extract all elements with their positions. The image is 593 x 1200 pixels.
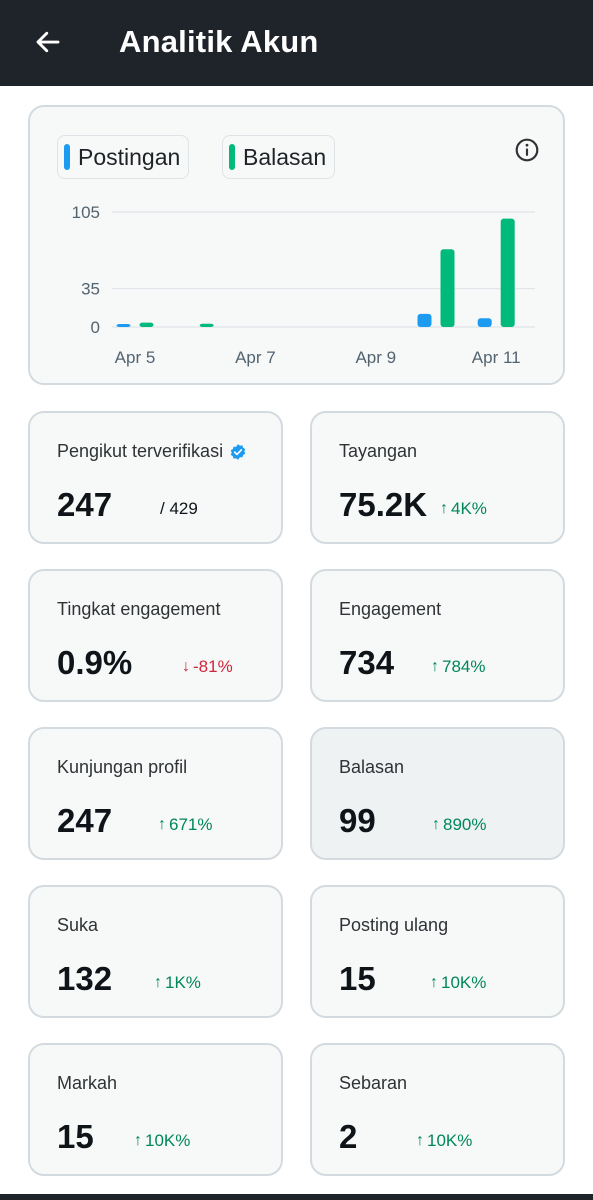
y-tick-label: 105 <box>72 203 100 222</box>
metric-label: Posting ulang <box>339 915 448 936</box>
arrow-up-icon: ↑ <box>431 658 439 675</box>
metric-card[interactable]: Tayangan 75.2K ↑ 4K% <box>310 411 565 544</box>
bar-balasan-apr-10[interactable] <box>440 249 455 327</box>
metric-change: ↑ 671% <box>158 815 212 835</box>
metric-change-text: -81% <box>193 657 233 676</box>
arrow-up-icon: ↑ <box>432 816 440 833</box>
arrow-left-icon <box>36 31 60 53</box>
metric-label: Engagement <box>339 599 441 620</box>
metric-total: / 429 <box>160 499 198 519</box>
metric-change: ↑ 10K% <box>416 1131 472 1151</box>
arrow-up-icon: ↑ <box>158 816 166 833</box>
bottom-edge <box>0 1194 593 1200</box>
metric-change-text: 671% <box>169 815 213 834</box>
legend-swatch <box>229 144 235 170</box>
y-tick-label: 35 <box>81 280 100 299</box>
page-title: Analitik Akun <box>119 24 319 59</box>
arrow-up-icon: ↑ <box>440 500 448 517</box>
metric-label: Sebaran <box>339 1073 407 1094</box>
y-tick-label: 0 <box>91 318 100 337</box>
bar-balasan-apr-5[interactable] <box>139 322 154 327</box>
metric-card[interactable]: Suka 132 ↑ 1K% <box>28 885 283 1018</box>
verified-badge-icon <box>230 443 246 460</box>
metric-value: 15 <box>57 1118 94 1155</box>
metric-label-text: Balasan <box>339 757 405 777</box>
bar-balasan-apr-6[interactable] <box>199 323 214 327</box>
arrow-up-icon: ↑ <box>430 974 438 991</box>
metric-change-text: 10K% <box>441 973 487 992</box>
metric-card[interactable]: Sebaran 2 ↑ 10K% <box>310 1043 565 1176</box>
metric-label-text: Tingkat engagement <box>57 599 221 619</box>
metric-change: ↑ 1K% <box>154 973 201 993</box>
metric-card[interactable]: Posting ulang 15 ↑ 10K% <box>310 885 565 1018</box>
metric-change-text: 4K% <box>451 499 487 518</box>
metric-value: 132 <box>57 960 113 997</box>
x-tick-label: Apr 7 <box>235 348 276 367</box>
metric-value: 15 <box>339 960 376 997</box>
metric-label-text: Suka <box>57 915 99 935</box>
app-header: Analitik Akun <box>0 0 593 86</box>
metric-change: ↑ 10K% <box>430 973 486 993</box>
metric-label-text: Markah <box>57 1073 118 1093</box>
metric-value: 247 <box>57 486 113 523</box>
metric-value: 734 <box>339 644 395 681</box>
metric-label: Kunjungan profil <box>57 757 187 778</box>
metric-change-text: 890% <box>443 815 487 834</box>
metric-change: ↑ 10K% <box>134 1131 190 1151</box>
arrow-down-icon: ↓ <box>182 658 190 675</box>
metric-label: Markah <box>57 1073 117 1094</box>
metric-change: ↑ 4K% <box>440 499 487 519</box>
metric-change: ↑ 784% <box>431 657 485 677</box>
bar-postingan-apr-11[interactable] <box>477 318 492 327</box>
metric-card[interactable]: Markah 15 ↑ 10K% <box>28 1043 283 1176</box>
bar-postingan-apr-5[interactable] <box>116 324 131 327</box>
metric-change-text: 1K% <box>165 973 201 992</box>
legend-swatch <box>64 144 70 170</box>
bar-balasan-apr-11[interactable] <box>500 218 515 327</box>
metric-change: ↓ -81% <box>182 657 233 677</box>
metric-change: ↑ 890% <box>432 815 486 835</box>
metric-value: 75.2K <box>339 486 428 523</box>
arrow-up-icon: ↑ <box>134 1132 142 1149</box>
x-tick-label: Apr 5 <box>115 348 156 367</box>
x-tick-label: Apr 11 <box>472 348 521 367</box>
back-button[interactable] <box>28 22 68 62</box>
metric-change-text: 10K% <box>427 1131 473 1150</box>
metric-change-text: / 429 <box>160 499 198 518</box>
metric-value: 99 <box>339 802 376 839</box>
metric-label-text: Posting ulang <box>339 915 449 935</box>
legend-label: Balasan <box>243 143 327 170</box>
metric-label: Tayangan <box>339 441 417 462</box>
legend-label: Postingan <box>78 143 181 170</box>
bar-chart: 105 35 0 Apr 5 Apr 7 Apr 9 Apr 11 <box>72 203 535 367</box>
metric-label-text: Sebaran <box>339 1073 408 1093</box>
metric-card[interactable]: Pengikut terverifikasi 247 / 429 <box>28 411 283 544</box>
metric-label-text: Engagement <box>339 599 442 619</box>
metric-change-text: 784% <box>442 657 486 676</box>
metric-label-text: Pengikut terverifikasi <box>57 441 224 461</box>
metric-card[interactable]: Engagement 734 ↑ 784% <box>310 569 565 702</box>
bar-postingan-apr-10[interactable] <box>417 313 432 327</box>
arrow-up-icon: ↑ <box>416 1132 424 1149</box>
legend-chip-balasan[interactable]: Balasan <box>222 135 336 179</box>
metric-value: 0.9% <box>57 644 133 681</box>
metric-label: Tingkat engagement <box>57 599 220 620</box>
metric-value: 247 <box>57 802 113 839</box>
info-icon[interactable] <box>514 137 540 163</box>
metric-label-text: Tayangan <box>339 441 418 461</box>
metric-card[interactable]: Kunjungan profil 247 ↑ 671% <box>28 727 283 860</box>
metric-value: 2 <box>339 1118 358 1155</box>
chart-card: Postingan Balasan 105 35 0 Apr 5 Apr 7 Apr 9 A… <box>28 105 565 385</box>
metric-card[interactable]: Balasan 99 ↑ 890% <box>310 727 565 860</box>
metric-change-text: 10K% <box>145 1131 191 1150</box>
metric-label: Pengikut terverifikasi <box>57 441 247 462</box>
metric-label: Balasan <box>339 757 404 778</box>
metric-card[interactable]: Tingkat engagement 0.9% ↓ -81% <box>28 569 283 702</box>
legend-chip-postingan[interactable]: Postingan <box>57 135 190 179</box>
metric-label-text: Kunjungan profil <box>57 757 188 777</box>
metric-label: Suka <box>57 915 98 936</box>
arrow-up-icon: ↑ <box>154 974 162 991</box>
x-tick-label: Apr 9 <box>355 348 396 367</box>
